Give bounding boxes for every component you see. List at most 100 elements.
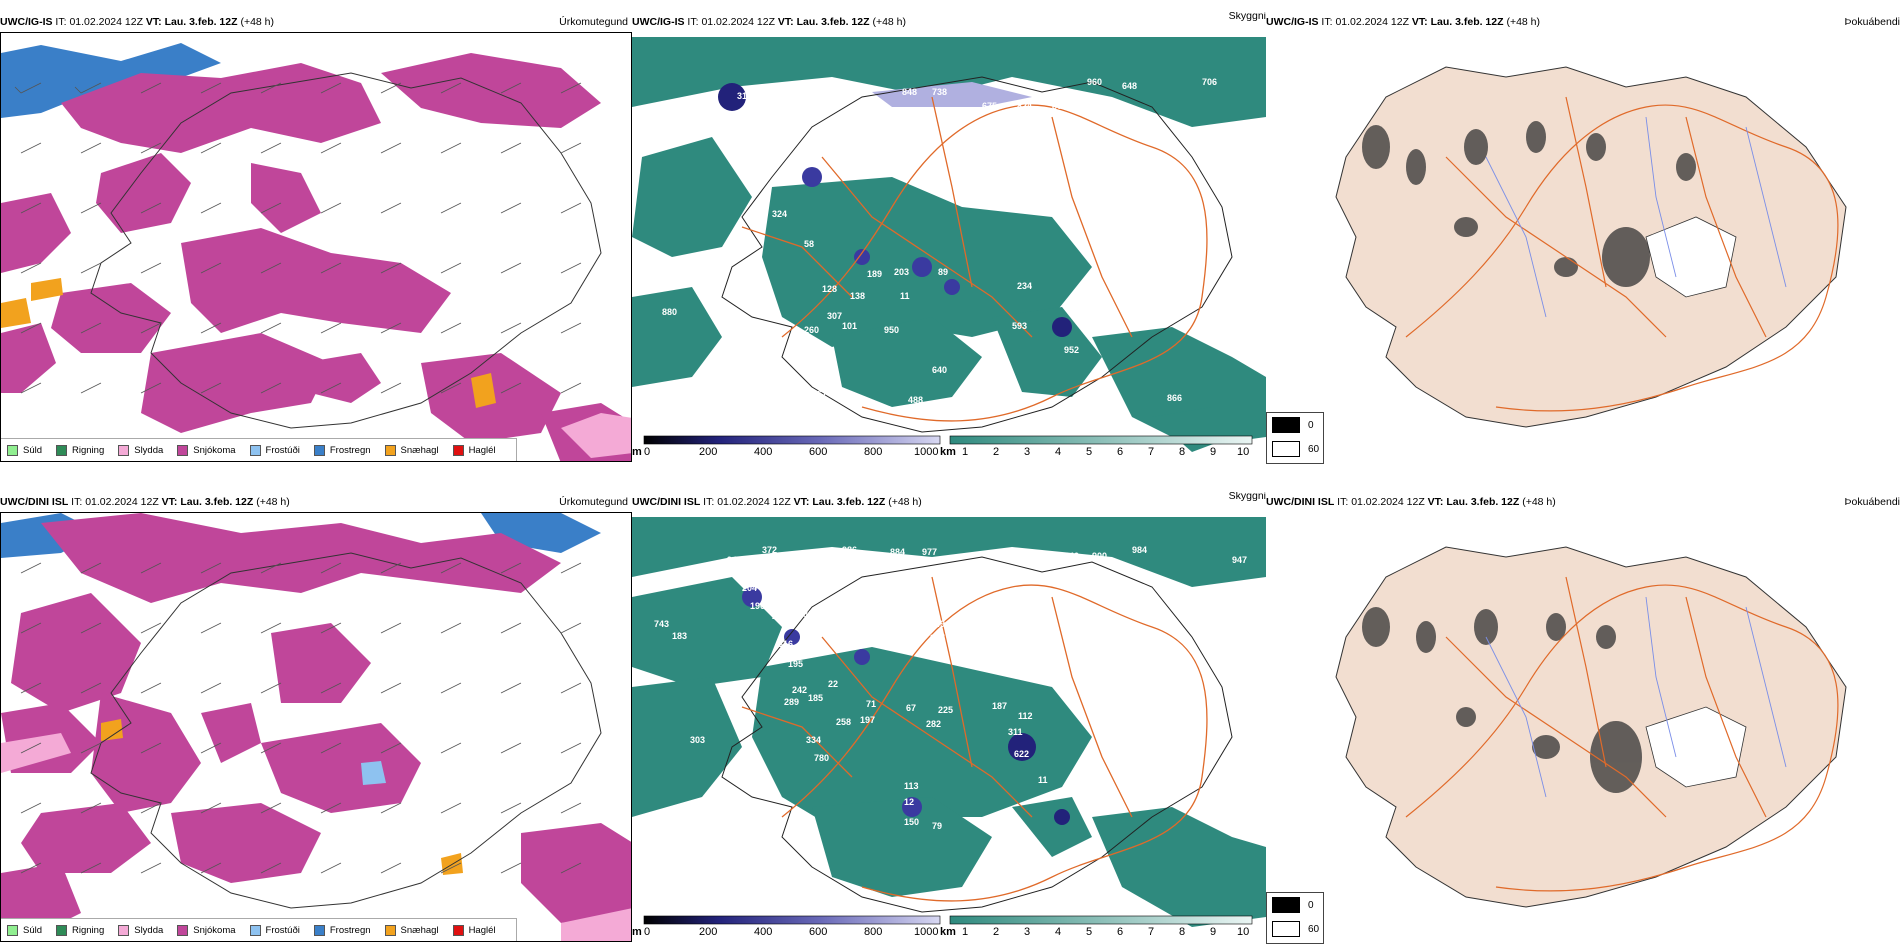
vis-value: 643 <box>1072 421 1087 431</box>
vis-tick: 3 <box>1024 446 1031 458</box>
vis-value: 112 <box>1018 711 1033 721</box>
vis-unit-km: km <box>940 446 956 458</box>
vis-tick: 3 <box>1024 926 1031 938</box>
vis-value: 303 <box>690 735 705 745</box>
vis-value: 195 <box>788 659 803 669</box>
vis-value: 866 <box>1167 393 1182 403</box>
vis-value: 186 <box>798 609 813 619</box>
fog-legend-row-low: 60 <box>1267 437 1323 461</box>
legend-item-haglel: Haglél <box>452 924 496 936</box>
vis-value: 189 <box>867 269 882 279</box>
vis-tick: 400 <box>754 446 773 458</box>
vis-value: 926 <box>818 369 833 379</box>
legend-item-frostregn: Frostregn <box>313 924 371 936</box>
precip-panel-bottom: UWC/DINI ISL IT: 01.02.2024 12Z VT: Lau.… <box>0 492 632 942</box>
vis-value: 113 <box>904 781 919 791</box>
vis-value: 369 <box>787 559 802 569</box>
vis-value: 317 <box>737 91 752 101</box>
vis-value: 289 <box>784 697 799 707</box>
panel-label-precip: Úrkomutegund <box>559 16 628 28</box>
vis-value: 841 <box>804 351 819 361</box>
vis-value: 780 <box>814 753 829 763</box>
vis-value: 89 <box>938 267 948 277</box>
legend-item-rigning: Rigning <box>56 444 104 456</box>
vis-tick: 10 <box>1237 446 1250 458</box>
vis-value: 977 <box>922 547 937 557</box>
vis-tick: 1 <box>962 446 969 458</box>
legend-item-rigning: Rigning <box>56 924 104 936</box>
vis-value: 234 <box>1017 281 1032 291</box>
panel-title: UWC/IG-IS IT: 01.02.2024 12Z VT: Lau. 3.… <box>632 16 907 28</box>
vis-value: 900 <box>1092 551 1107 561</box>
legend-item-slydda: Slydda <box>118 444 163 456</box>
vis-unit-km: km <box>940 926 956 938</box>
fog-legend-row-high: 0 <box>1267 893 1323 917</box>
vis-value: 743 <box>654 619 669 629</box>
vis-value: 260 <box>804 325 819 335</box>
vis-tick: 7 <box>1148 926 1155 938</box>
vis-value: 884 <box>890 547 905 557</box>
legend-item-frostregn: Frostregn <box>313 444 371 456</box>
vis-value: 185 <box>808 693 823 703</box>
vis-tick: 9 <box>1210 926 1217 938</box>
vis-value: 347 <box>930 633 945 643</box>
panel-title: UWC/IG-IS IT: 01.02.2024 12Z VT: Lau. 3.… <box>1266 16 1541 28</box>
vis-value: 282 <box>926 719 941 729</box>
visibility-values: 317 105 963 848 738 675 824 803 960 648 … <box>662 77 1217 431</box>
vis-value: 350 <box>992 199 1007 209</box>
vis-value: 12 <box>904 797 914 807</box>
vis-tick: 200 <box>699 926 718 938</box>
legend-item-haglel: Haglél <box>452 444 496 456</box>
vis-value: 204 <box>742 583 757 593</box>
vis-value: 11 <box>900 291 910 301</box>
vis-tick: 400 <box>754 926 773 938</box>
fog-legend-top: 0 60 <box>1266 412 1324 464</box>
legend-item-snjokoma: Snjókoma <box>177 924 236 936</box>
vis-tick: 5 <box>1086 926 1093 938</box>
panel-title: UWC/IG-IS IT: 01.02.2024 12Z VT: Lau. 3.… <box>0 16 275 28</box>
panel-label-precip: Úrkomutegund <box>559 496 628 508</box>
precip-legend: Súld Rigning Slydda Snjókoma Frostúði Fr… <box>1 918 517 941</box>
visibility-legend: m 0 200 400 600 800 1000 km 1 2 3 4 5 6 … <box>632 914 1266 942</box>
vis-tick: 200 <box>699 446 718 458</box>
legend-item-snaehagl: Snæhagl <box>384 444 439 456</box>
vis-value: 105 <box>728 123 743 133</box>
vis-value: 307 <box>827 311 842 321</box>
vis-value: 803 <box>1052 101 1067 111</box>
vis-value: 675 <box>982 101 997 111</box>
vis-value: 150 <box>904 817 919 827</box>
visibility-map-svg: 945 372 369 986 884 977 840 900 984 947 … <box>632 517 1266 927</box>
panel-label-visibility: Skyggni <box>1228 12 1266 22</box>
panel-label-visibility: Skyggni <box>1228 492 1266 502</box>
vis-tick: 9 <box>1210 446 1217 458</box>
vis-value: 488 <box>908 395 923 405</box>
fog-panel-top: UWC/IG-IS IT: 01.02.2024 12Z VT: Lau. 3.… <box>1266 12 1900 462</box>
vis-value: 79 <box>932 821 942 831</box>
vis-value: 945 <box>727 555 742 565</box>
vis-value: 359 <box>808 627 823 637</box>
panel-title: UWC/DINI ISL IT: 01.02.2024 12Z VT: Lau.… <box>632 496 922 508</box>
vis-value: 840 <box>1064 551 1079 561</box>
fog-map-svg <box>1335 66 1847 428</box>
vis-tick: 600 <box>809 446 828 458</box>
vis-value: 648 <box>1122 81 1137 91</box>
vis-value: 593 <box>1012 321 1027 331</box>
vis-tick: 0 <box>644 446 651 458</box>
panel-label-fog: Þokuábendi <box>1844 16 1900 28</box>
vis-value: 947 <box>1232 555 1247 565</box>
fog-legend-row-low: 60 <box>1267 917 1323 941</box>
visibility-legend: m 0 200 400 600 800 1000 km 1 2 3 4 5 6 … <box>632 434 1266 462</box>
visibility-legend-svg <box>643 435 1253 445</box>
vis-tick: 8 <box>1179 446 1186 458</box>
precip-legend: Súld Rigning Slydda Snjókoma Frostúði Fr… <box>1 438 517 461</box>
vis-value: 11 <box>1038 775 1048 785</box>
vis-value: 71 <box>866 699 876 709</box>
vis-value: 880 <box>662 307 677 317</box>
vis-value: 650 <box>904 621 919 631</box>
panel-title: UWC/DINI ISL IT: 01.02.2024 12Z VT: Lau.… <box>0 496 290 508</box>
vis-tick: 6 <box>1117 446 1124 458</box>
vis-value: 549 <box>930 619 945 629</box>
vis-tick: 1 <box>962 926 969 938</box>
legend-item-snaehagl: Snæhagl <box>384 924 439 936</box>
fog-panel-bottom: UWC/DINI ISL IT: 01.02.2024 12Z VT: Lau.… <box>1266 492 1900 942</box>
